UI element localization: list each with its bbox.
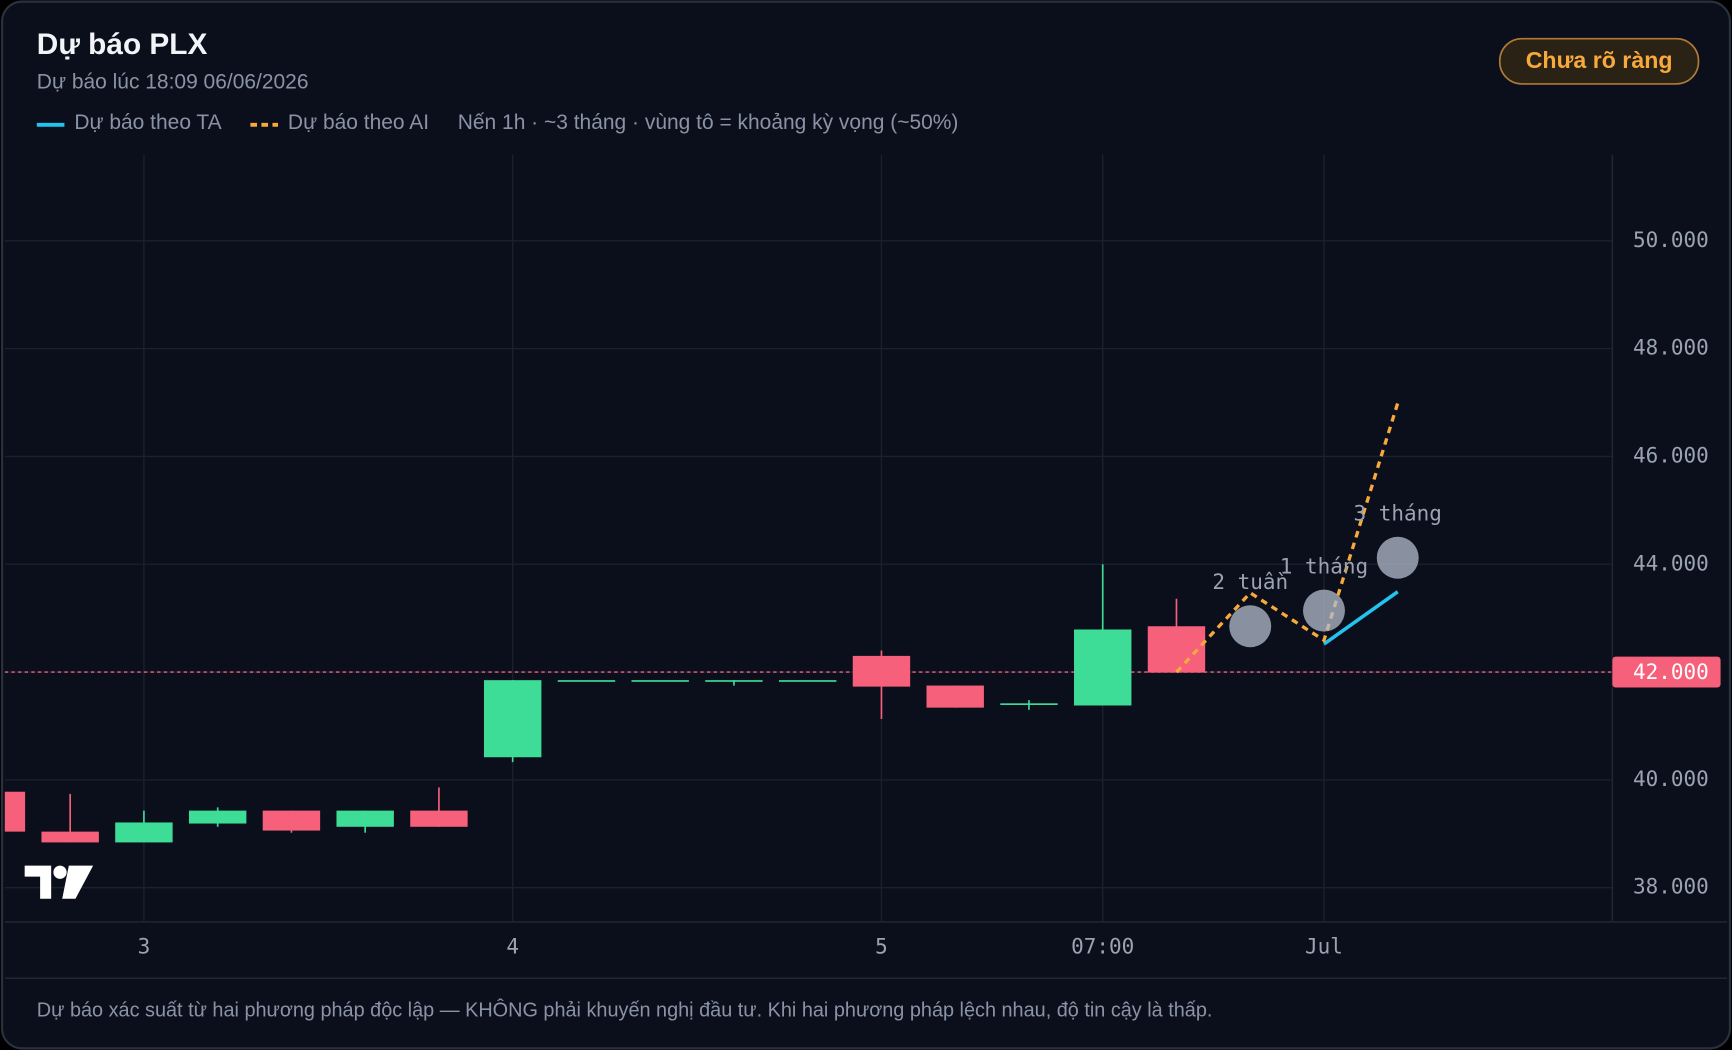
candle-body — [705, 680, 763, 682]
status-badge-text: Chưa rõ ràng — [1526, 47, 1673, 73]
candle-body — [1000, 703, 1058, 705]
y-tick-label: 38.000 — [1633, 875, 1709, 899]
y-tick-label: 40.000 — [1633, 767, 1709, 791]
y-tick-label: 50.000 — [1633, 228, 1709, 252]
footer-disclaimer: Dự báo xác suất từ hai phương pháp độc l… — [37, 999, 1213, 1022]
x-tick-label: 07:00 — [1071, 934, 1134, 958]
candle-body — [557, 680, 616, 682]
horizon-label: 2 tuần — [1212, 570, 1288, 594]
current-price-label: 42.000 — [1633, 660, 1709, 684]
y-tick-label: 48.000 — [1633, 336, 1709, 360]
y-tick-label: 46.000 — [1633, 443, 1709, 467]
legend-note: Nến 1h · ~3 tháng · vùng tô = khoảng kỳ … — [458, 111, 959, 134]
candle-body — [1074, 629, 1132, 706]
candle-body — [410, 810, 468, 827]
legend-label: Dự báo theo TA — [74, 111, 221, 134]
candle-body — [483, 680, 542, 758]
forecast-line — [1175, 402, 1400, 674]
status-badge — [1498, 37, 1700, 85]
horizon-marker — [1229, 605, 1272, 648]
horizon-marker — [1303, 589, 1345, 632]
horizon-label: 3 tháng — [1354, 502, 1442, 526]
candle-body — [926, 685, 984, 708]
tv-logo — [24, 865, 94, 899]
x-tick-label: 4 — [506, 934, 519, 958]
title: Dự báo PLX — [37, 28, 208, 61]
candle-body — [188, 810, 247, 824]
subtitle: Dự báo lúc 18:09 06/06/2026 — [37, 70, 309, 93]
horizon-marker — [1376, 536, 1419, 579]
candle-body — [262, 810, 321, 831]
candle-body — [852, 655, 911, 687]
current-price-tag — [1612, 656, 1721, 688]
forecast-line — [1322, 590, 1399, 646]
y-tick-label: 44.000 — [1633, 551, 1709, 575]
candle-body — [4, 791, 26, 832]
candle-body — [41, 831, 99, 843]
candle-body — [115, 822, 173, 843]
candle-body — [336, 810, 394, 827]
x-tick-label: 5 — [875, 934, 888, 958]
x-tick-label: Jul — [1305, 934, 1343, 958]
legend-label: Dự báo theo AI — [288, 111, 429, 134]
x-tick-label: 3 — [138, 934, 151, 958]
horizon-label: 1 tháng — [1280, 555, 1368, 579]
candle-body — [631, 680, 689, 682]
candle-body — [778, 680, 837, 682]
